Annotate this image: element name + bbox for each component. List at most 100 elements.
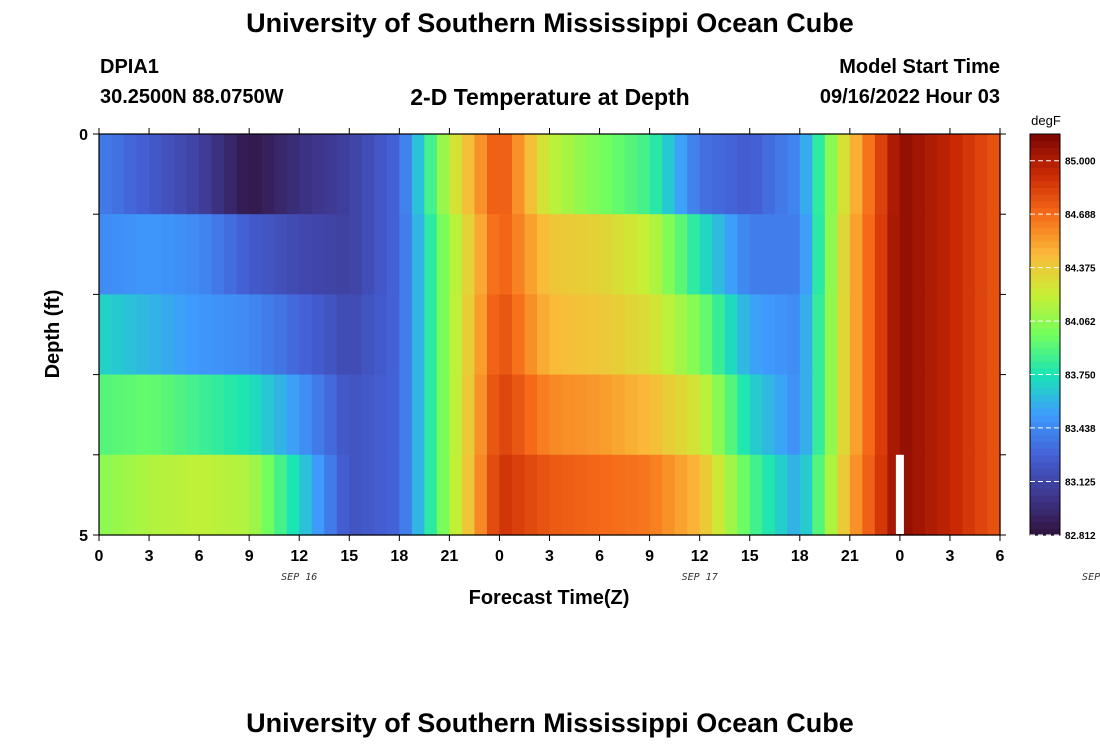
heatmap-cell [236, 374, 250, 456]
heatmap-cell [574, 374, 588, 456]
heatmap-cell [461, 374, 476, 456]
heatmap-cell [224, 294, 238, 376]
heatmap-cell [224, 214, 238, 295]
y-axis-label: Depth (ft) [42, 290, 64, 379]
heatmap-cell [787, 374, 801, 456]
heatmap-cell [436, 294, 450, 376]
heatmap-cell [674, 134, 688, 215]
colorbar-segment [1030, 207, 1060, 215]
heatmap-cell [937, 134, 951, 215]
heatmap-cell [549, 454, 563, 536]
heatmap-cell [599, 214, 613, 295]
heatmap-cell [199, 214, 213, 295]
heatmap-cell [674, 454, 688, 536]
heatmap-cell [274, 454, 288, 536]
missing-data-marker [895, 454, 904, 534]
x-axis-label: Forecast Time(Z) [469, 587, 630, 609]
heatmap-cell [762, 454, 776, 536]
heatmap-cell [311, 214, 325, 295]
colorbar-unit: degF [1031, 113, 1061, 128]
heatmap-cell [474, 454, 488, 536]
heatmap-cell [837, 214, 851, 295]
heatmap-cell [649, 374, 663, 456]
heatmap-cell [199, 454, 213, 536]
x-tick-label: 21 [440, 548, 458, 565]
heatmap-cell [674, 214, 688, 295]
heatmap-cell [612, 214, 626, 295]
heatmap-cell [536, 294, 551, 376]
heatmap-cell [449, 214, 463, 295]
heatmap-cell [724, 454, 738, 536]
heatmap-cell [311, 294, 325, 376]
heatmap-cell [637, 214, 651, 295]
heatmap-cell [749, 374, 763, 456]
heatmap-cell [662, 214, 676, 295]
heatmap-cell [236, 454, 250, 536]
heatmap-cell [136, 294, 150, 376]
heatmap-cell [361, 134, 375, 215]
heatmap-cell [99, 294, 113, 376]
main-title: University of Southern Mississippi Ocean… [246, 8, 854, 38]
heatmap-cell [136, 374, 150, 456]
colorbar-segment [1030, 488, 1060, 496]
heatmap-cell [249, 214, 263, 295]
heatmap-cell [599, 134, 613, 215]
x-tick-label: 3 [945, 548, 954, 565]
heatmap-cell [486, 454, 501, 536]
heatmap-cell [424, 134, 438, 215]
heatmap-cell [574, 294, 588, 376]
heatmap-cell [599, 454, 613, 536]
heatmap-cell [149, 294, 163, 376]
heatmap-cell [737, 134, 751, 215]
heatmap-cell [837, 374, 851, 456]
heatmap-cell [949, 294, 964, 376]
heatmap-cell [862, 374, 876, 456]
x-tick-label: 6 [996, 548, 1005, 565]
colorbar-segment [1030, 194, 1060, 202]
date-label: SEP 17 [682, 572, 718, 583]
heatmap-cell [486, 134, 501, 215]
heatmap-cell [499, 134, 513, 215]
heatmap-cell [286, 214, 300, 295]
heatmap-cell [211, 454, 225, 536]
heatmap-cell [186, 134, 200, 215]
heatmap-cell [624, 134, 638, 215]
colorbar-tick-label: 83.750 [1065, 371, 1096, 382]
heatmap-cell [562, 214, 576, 295]
heatmap-cell [862, 134, 876, 215]
heatmap-cell [974, 214, 989, 295]
heatmap-cell [299, 294, 313, 376]
x-tick-label: 3 [145, 548, 154, 565]
heatmap-cell [549, 294, 563, 376]
heatmap-cell [161, 454, 175, 536]
colorbar-segment [1030, 474, 1060, 483]
heatmap-cell [649, 214, 663, 295]
heatmap-cell [474, 294, 488, 376]
x-tick-label: 0 [495, 548, 504, 565]
heatmap-cell [787, 214, 801, 295]
heatmap-cell [949, 454, 964, 536]
colorbar-segment [1030, 441, 1060, 449]
heatmap-cell [574, 134, 588, 215]
heatmap-cell [874, 134, 888, 215]
heatmap-cell [499, 294, 513, 376]
heatmap-cell [937, 454, 951, 536]
colorbar-segment [1030, 387, 1060, 396]
x-tick-label: 15 [340, 548, 358, 565]
heatmap-cell [186, 374, 200, 456]
heatmap-cell [349, 134, 363, 215]
heatmap-cell [774, 454, 788, 536]
heatmap-cell [587, 134, 601, 215]
colorbar-segment [1030, 260, 1060, 269]
date-label: SEP 16 [281, 572, 317, 583]
colorbar-segment [1030, 174, 1060, 182]
heatmap-cell [261, 454, 275, 536]
heatmap-cell [862, 454, 876, 536]
model-start-time: 09/16/2022 Hour 03 [819, 86, 1000, 108]
heatmap-cell [862, 214, 876, 295]
heatmap-cell [411, 454, 425, 536]
x-tick-label: 6 [195, 548, 204, 565]
colorbar-segment [1030, 134, 1060, 142]
colorbar-segment [1030, 521, 1060, 529]
heatmap-cell [949, 214, 964, 295]
